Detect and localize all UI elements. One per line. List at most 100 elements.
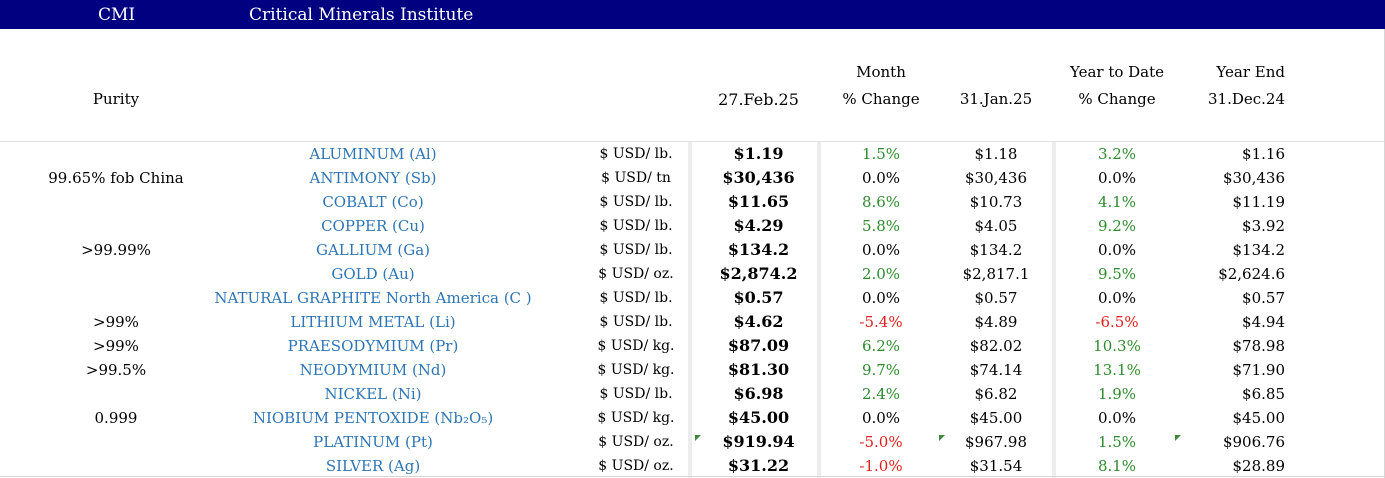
mineral-name: NEODYMIUM (Nd) (299, 361, 447, 379)
header-divider (0, 141, 1385, 142)
month-change-cell: 2.4% (861, 385, 901, 403)
purity-cell: 99.65% fob China (48, 169, 184, 187)
prev-price-cell: $134.2 (969, 241, 1023, 259)
month-change-cell: 8.6% (861, 193, 901, 211)
unit-cell: $ USD/ oz. (598, 434, 674, 450)
month-change-cell: -1.0% (859, 457, 903, 475)
price-cell: $87.09 (727, 336, 790, 355)
price-cell: $11.65 (727, 192, 790, 211)
prev-price-cell: $2,817.1 (962, 265, 1030, 283)
column-divider (817, 142, 821, 478)
ytd-change-cell: 0.0% (1097, 169, 1137, 187)
mineral-name: SILVER (Ag) (325, 457, 421, 475)
mineral-name: NATURAL GRAPHITE North America (C ) (214, 289, 532, 307)
cell-note-marker-icon (695, 435, 701, 441)
table-row: COPPER (Cu) $ USD/ lb. $4.29 5.8% $4.05 9.2% $… (0, 214, 1385, 238)
year-end-cell: $6.85 (1242, 385, 1285, 403)
ytd-change-cell: 0.0% (1097, 409, 1137, 427)
unit-cell: $ USD/ tn (601, 170, 671, 186)
mineral-name: GOLD (Au) (331, 265, 415, 283)
header-price-date: 27.Feb.25 (718, 90, 799, 109)
header-ytd: Year to Date (1069, 63, 1165, 81)
price-cell: $4.29 (733, 216, 784, 235)
column-divider (1052, 142, 1056, 478)
year-end-cell: $30,436 (1222, 169, 1285, 187)
table-row: SILVER (Ag) $ USD/ oz. $31.22 -1.0% $31.54 8.… (0, 454, 1385, 478)
unit-cell: $ USD/ lb. (599, 146, 673, 162)
unit-cell: $ USD/ oz. (598, 458, 674, 474)
year-end-cell: $1.16 (1242, 145, 1285, 163)
price-cell: $81.30 (727, 360, 790, 379)
year-end-cell: $78.98 (1232, 337, 1286, 355)
header-prev-date: 31.Jan.25 (959, 90, 1033, 108)
month-change-cell: -5.0% (859, 433, 903, 451)
price-cell: $31.22 (727, 456, 790, 475)
unit-cell: $ USD/ kg. (597, 338, 675, 354)
month-change-cell: 1.5% (861, 145, 901, 163)
price-cell: $45.00 (727, 408, 790, 427)
unit-cell: $ USD/ kg. (597, 410, 675, 426)
table-row: COBALT (Co) $ USD/ lb. $11.65 8.6% $10.73 4.1… (0, 190, 1385, 214)
prev-price-cell: $1.18 (974, 145, 1018, 163)
prev-price-cell: $967.98 (964, 433, 1028, 451)
table-row: PLATINUM (Pt) $ USD/ oz. $919.94 -5.0% $967.… (0, 430, 1385, 454)
cell-note-marker-icon (939, 435, 945, 441)
mineral-name: NIOBIUM PENTOXIDE (Nb₂O₅) (252, 409, 494, 427)
table-row: >99% PRAESODYMIUM (Pr) $ USD/ kg. $87.09 6.2… (0, 334, 1385, 358)
table-row: NATURAL GRAPHITE North America (C ) $ USD… (0, 286, 1385, 310)
table-row: NICKEL (Ni) $ USD/ lb. $6.98 2.4% $6.82 1.9% $… (0, 382, 1385, 406)
mineral-name: LITHIUM METAL (Li) (290, 313, 456, 331)
prev-price-cell: $4.05 (974, 217, 1018, 235)
price-cell: $30,436 (722, 168, 795, 187)
month-change-cell: 0.0% (861, 169, 901, 187)
prev-price-cell: $74.14 (969, 361, 1023, 379)
prev-price-cell: $45.00 (969, 409, 1023, 427)
header-purity: Purity (92, 90, 140, 108)
table-row: >99% LITHIUM METAL (Li) $ USD/ lb. $4.62 -5.… (0, 310, 1385, 334)
month-change-cell: 9.7% (861, 361, 901, 379)
purity-cell: >99.5% (85, 361, 147, 379)
purity-cell: >99% (93, 313, 139, 331)
ytd-change-cell: 13.1% (1093, 361, 1141, 379)
unit-cell: $ USD/ lb. (599, 314, 673, 330)
ytd-change-cell: 10.3% (1093, 337, 1141, 355)
prev-price-cell: $31.54 (969, 457, 1023, 475)
org-name: Critical Minerals Institute (249, 5, 474, 25)
ytd-change-cell: 9.5% (1097, 265, 1137, 283)
price-cell: $6.98 (733, 384, 784, 403)
mineral-name: NICKEL (Ni) (324, 385, 422, 403)
price-cell: $134.2 (727, 240, 790, 259)
unit-cell: $ USD/ lb. (599, 218, 673, 234)
mineral-name: ANTIMONY (Sb) (309, 169, 437, 187)
ytd-change-cell: 4.1% (1097, 193, 1137, 211)
year-end-cell: $0.57 (1242, 289, 1285, 307)
unit-cell: $ USD/ oz. (598, 266, 674, 282)
year-end-cell: $11.19 (1232, 193, 1286, 211)
price-cell: $1.19 (733, 144, 784, 163)
mineral-name: COBALT (Co) (322, 193, 424, 211)
header-year-end-date: 31.Dec.24 (1207, 90, 1285, 108)
ytd-change-cell: -6.5% (1095, 313, 1139, 331)
purity-cell: >99.99% (81, 241, 151, 259)
table-row: 99.65% fob China ANTIMONY (Sb) $ USD/ tn $3… (0, 166, 1385, 190)
header-month-change: % Change (842, 90, 920, 108)
table-row: >99.99% GALLIUM (Ga) $ USD/ lb. $134.2 0.0% $… (0, 238, 1385, 262)
table-row: ALUMINUM (Al) $ USD/ lb. $1.19 1.5% $1.18 3.2… (0, 142, 1385, 166)
header-month: Month (856, 63, 906, 81)
year-end-cell: $45.00 (1232, 409, 1286, 427)
year-end-cell: $2,624.6 (1218, 265, 1285, 283)
month-change-cell: 0.0% (861, 409, 901, 427)
month-change-cell: 0.0% (861, 241, 901, 259)
unit-cell: $ USD/ lb. (599, 242, 673, 258)
ytd-change-cell: 8.1% (1097, 457, 1137, 475)
price-cell: $919.94 (722, 432, 795, 451)
mineral-name: GALLIUM (Ga) (315, 241, 431, 259)
purity-cell: >99% (93, 337, 139, 355)
prev-price-cell: $30,436 (964, 169, 1028, 187)
ytd-change-cell: 1.9% (1097, 385, 1137, 403)
year-end-cell: $134.2 (1232, 241, 1286, 259)
prev-price-cell: $6.82 (974, 385, 1018, 403)
header-year-end: Year End (1216, 63, 1285, 81)
table-row: GOLD (Au) $ USD/ oz. $2,874.2 2.0% $2,817.1 9… (0, 262, 1385, 286)
month-change-cell: 0.0% (861, 289, 901, 307)
